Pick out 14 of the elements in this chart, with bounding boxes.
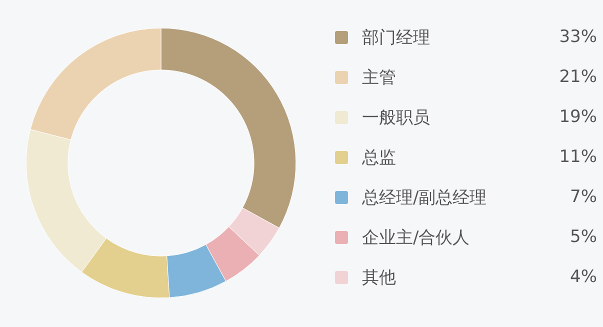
legend-label: 主管 xyxy=(362,66,397,88)
legend-label: 其他 xyxy=(362,266,397,288)
data-label: 19% xyxy=(558,107,597,127)
legend-label: 企业主/合伙人 xyxy=(362,226,471,248)
legend-label: 部门经理 xyxy=(362,26,431,48)
data-label: 21% xyxy=(558,67,597,87)
data-label: 11% xyxy=(558,147,597,167)
legend-label: 总经理/副总经理 xyxy=(362,186,488,208)
legend-label: 一般职员 xyxy=(362,106,431,128)
data-label: 7% xyxy=(569,187,597,207)
legend-label: 总监 xyxy=(362,146,397,168)
data-label: 33% xyxy=(558,27,597,47)
data-label: 5% xyxy=(569,227,597,247)
data-label: 4% xyxy=(569,267,597,287)
